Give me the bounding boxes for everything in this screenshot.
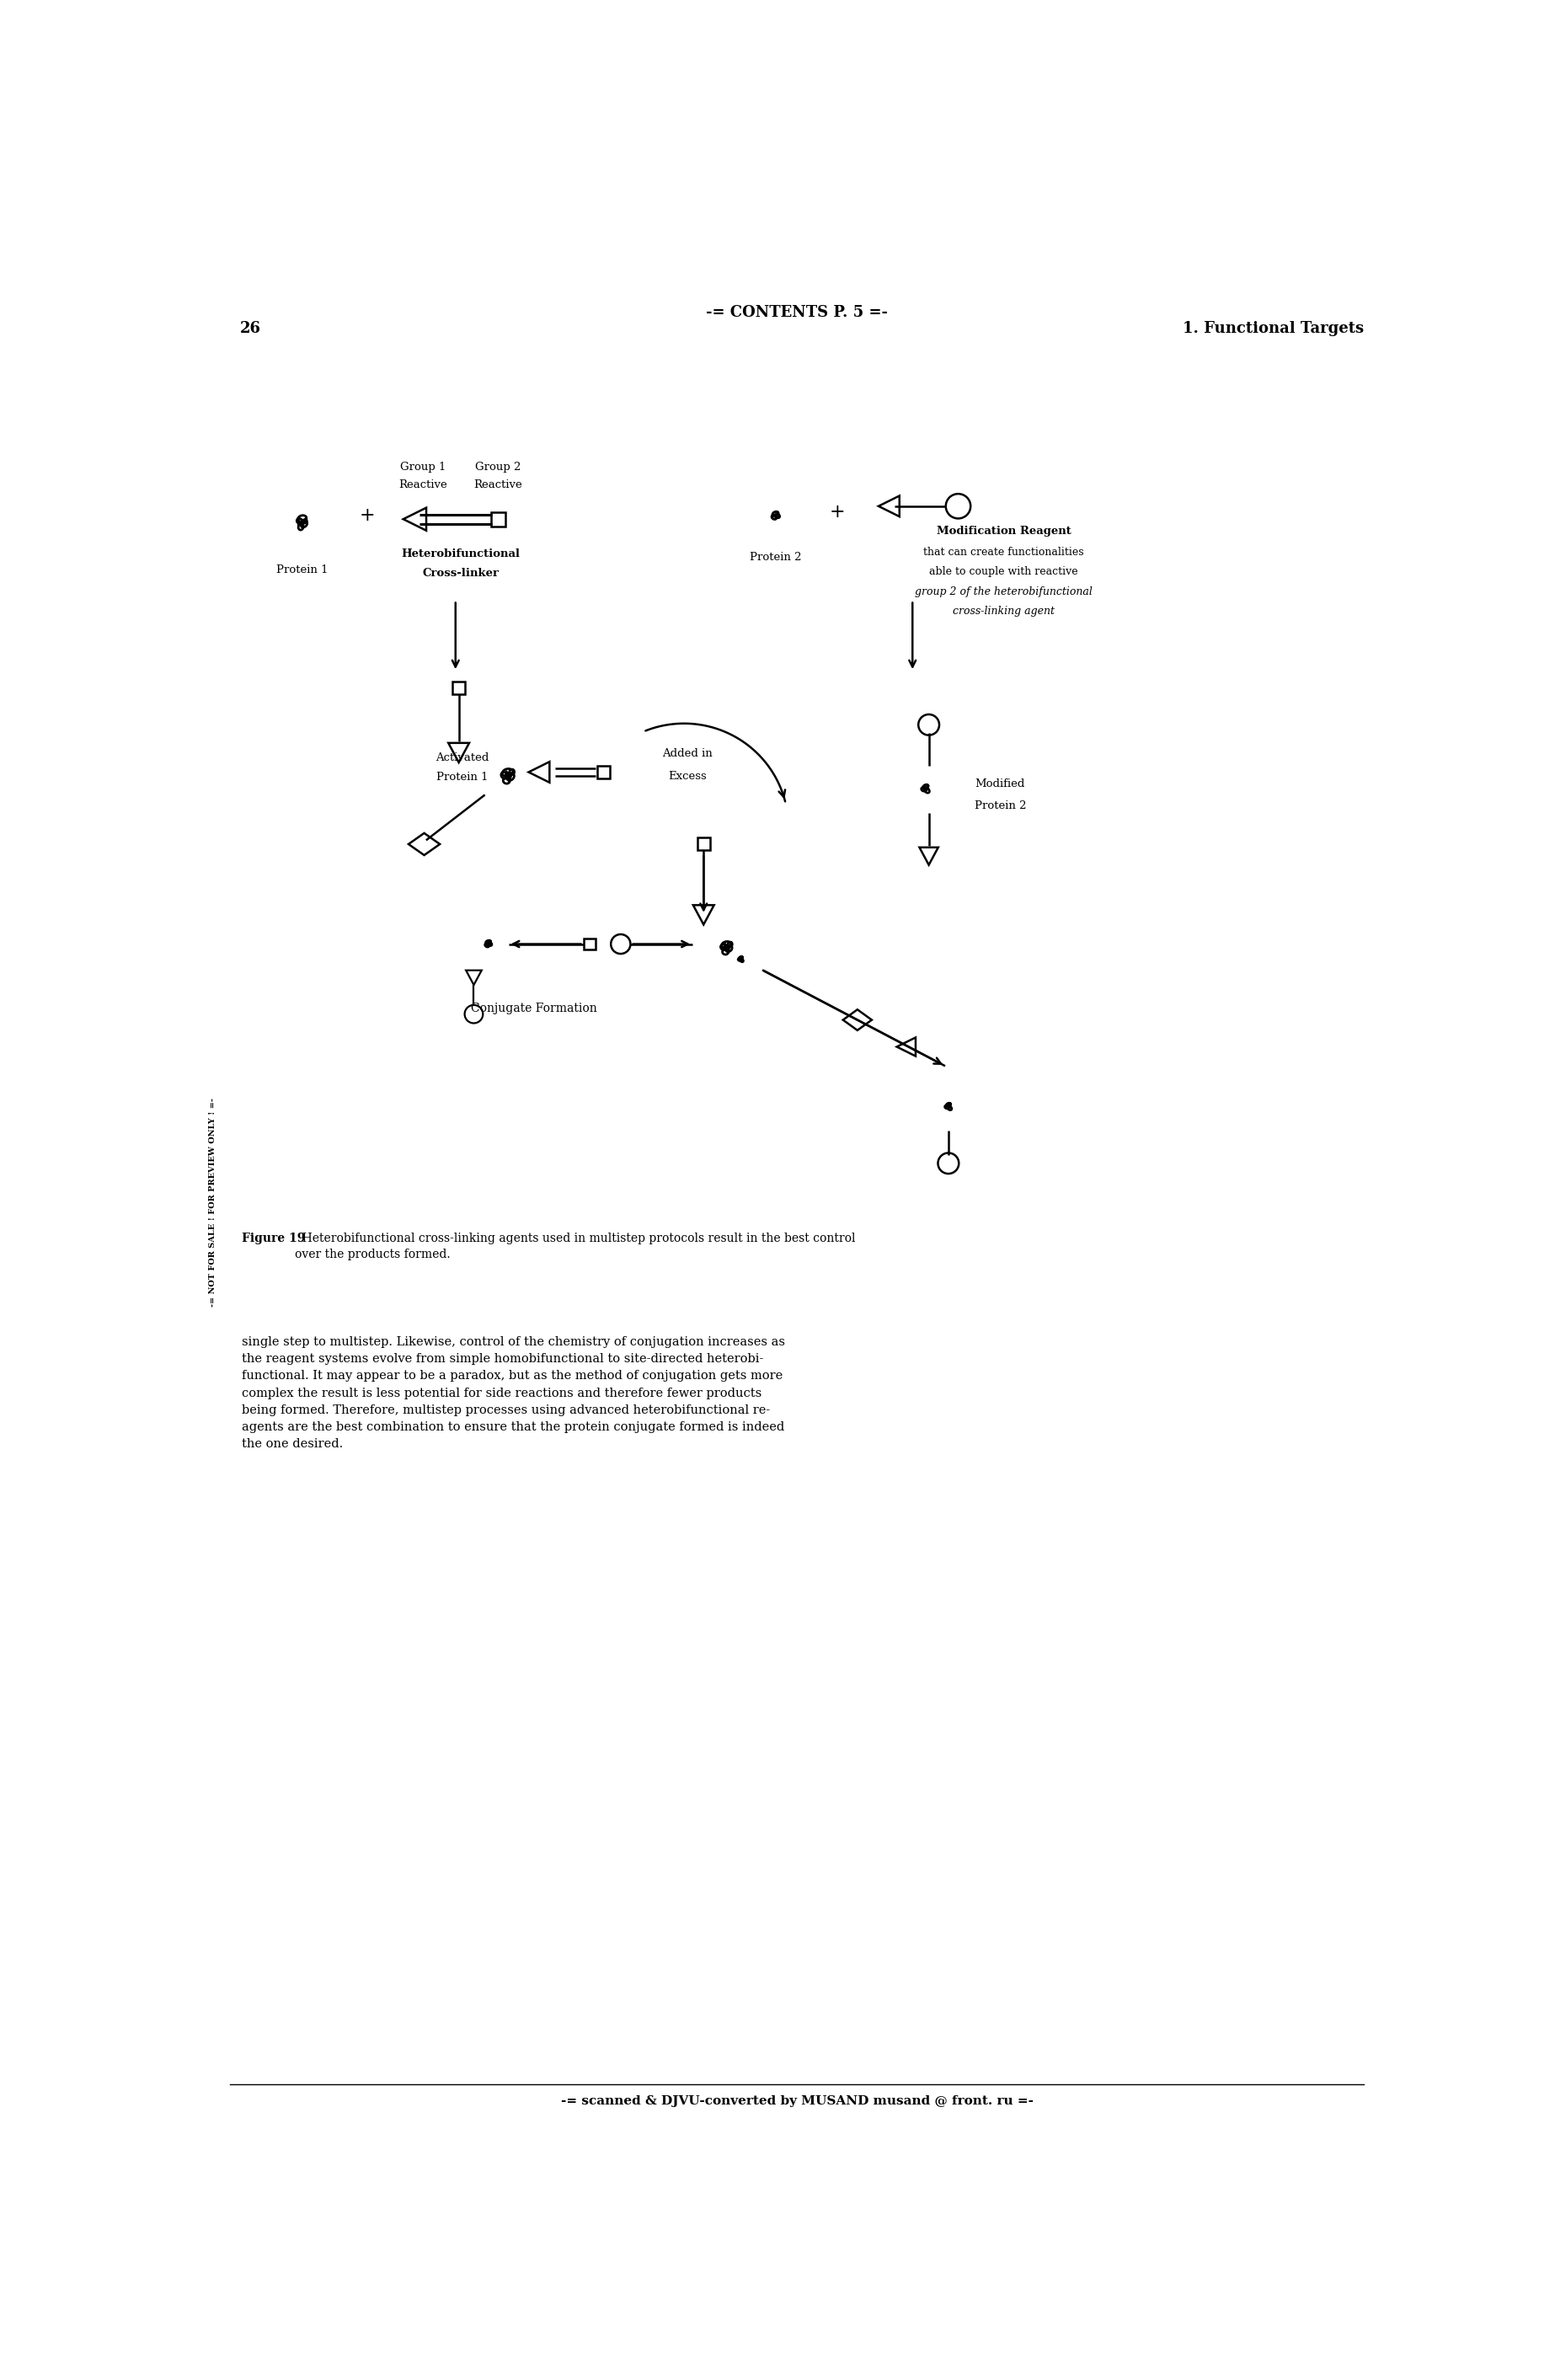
Circle shape — [938, 1152, 959, 1173]
Text: able to couple with reactive: able to couple with reactive — [930, 566, 1078, 578]
Text: Activated: Activated — [435, 752, 490, 764]
Polygon shape — [879, 495, 899, 516]
Text: Protein 2: Protein 2 — [975, 800, 1026, 812]
Text: 1. Functional Targets: 1. Functional Targets — [1182, 321, 1364, 336]
Polygon shape — [466, 971, 482, 985]
Polygon shape — [694, 904, 714, 923]
Text: Cross-linker: Cross-linker — [421, 569, 499, 578]
Text: -= CONTENTS P. 5 =-: -= CONTENTS P. 5 =- — [706, 305, 888, 321]
Text: +: + — [829, 505, 846, 521]
Text: +: + — [359, 507, 375, 526]
Text: cross-linking agent: cross-linking agent — [953, 605, 1054, 616]
Polygon shape — [843, 1009, 872, 1031]
Text: Modified: Modified — [975, 778, 1025, 790]
Bar — [697, 838, 711, 850]
Polygon shape — [897, 1038, 916, 1057]
Text: Figure 19: Figure 19 — [241, 1233, 305, 1245]
Text: Reactive: Reactive — [398, 478, 448, 490]
Polygon shape — [448, 743, 470, 762]
Text: -= NOT FOR SALE ! FOR PREVIEW ONLY ! =-: -= NOT FOR SALE ! FOR PREVIEW ONLY ! =- — [208, 1097, 216, 1307]
Polygon shape — [403, 507, 426, 531]
Text: 26: 26 — [239, 321, 261, 336]
Text: Group 2: Group 2 — [474, 462, 521, 471]
Text: single step to multistep. Likewise, control of the chemistry of conjugation incr: single step to multistep. Likewise, cont… — [241, 1338, 785, 1449]
Text: -= scanned & DJVU-converted by MUSAND musand @ front. ru =-: -= scanned & DJVU-converted by MUSAND mu… — [561, 2094, 1033, 2106]
Text: that can create functionalities: that can create functionalities — [924, 547, 1084, 557]
Text: Excess: Excess — [669, 771, 706, 783]
Text: Reactive: Reactive — [474, 478, 522, 490]
Text: Modification Reagent: Modification Reagent — [936, 526, 1071, 536]
Text: Group 1: Group 1 — [400, 462, 446, 471]
Text: Protein 1: Protein 1 — [435, 771, 488, 783]
Text: Protein 2: Protein 2 — [750, 552, 801, 562]
Bar — [491, 512, 505, 526]
Polygon shape — [529, 762, 549, 783]
Text: Heterobifunctional cross-linking agents used in multistep protocols result in th: Heterobifunctional cross-linking agents … — [295, 1233, 855, 1259]
Circle shape — [945, 493, 970, 519]
Circle shape — [465, 1004, 484, 1023]
Bar — [453, 681, 465, 695]
Polygon shape — [919, 847, 938, 864]
Bar — [597, 766, 610, 778]
Circle shape — [919, 714, 939, 735]
Circle shape — [611, 935, 630, 954]
Text: Conjugate Formation: Conjugate Formation — [471, 1002, 597, 1014]
Text: Heterobifunctional: Heterobifunctional — [401, 547, 519, 559]
Text: Protein 1: Protein 1 — [277, 564, 328, 576]
Bar — [583, 938, 596, 950]
Text: Added in: Added in — [662, 747, 712, 759]
Text: group 2 of the heterobifunctional: group 2 of the heterobifunctional — [914, 585, 1093, 597]
Polygon shape — [409, 833, 440, 854]
